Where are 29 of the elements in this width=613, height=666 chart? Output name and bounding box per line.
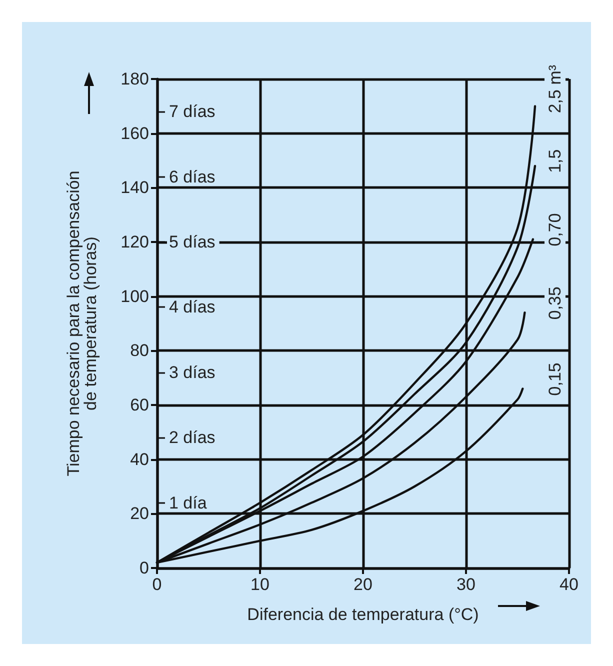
y2-tick-label: 5 días: [169, 232, 216, 252]
text: 0,15: [546, 362, 564, 396]
y2-tick-label: 7 días: [169, 102, 216, 122]
y-tick-label: 80: [130, 341, 149, 360]
text: 2,5 m³: [546, 64, 564, 114]
x-axis-title: Diferencia de temperatura (°C): [247, 605, 479, 624]
y-tick-label: 20: [130, 504, 149, 524]
y2-tick-label: 6 días: [169, 167, 216, 186]
y-tick-label: 40: [130, 450, 149, 469]
x-tick-label: 10: [250, 575, 270, 594]
y-tick-label: 100: [120, 286, 149, 306]
y-tick-label: 160: [120, 124, 149, 143]
y2-tick-label: 4 días: [169, 298, 216, 317]
y-tick-label: 120: [120, 232, 149, 252]
text: 0,70: [546, 213, 564, 246]
y-tick-label: 180: [120, 70, 149, 88]
y-tick-label: 60: [130, 396, 149, 414]
text: 0,35: [546, 286, 564, 320]
y-tick-label: 140: [120, 178, 149, 198]
y-tick-label: 0: [140, 558, 149, 578]
x-tick-label: 20: [354, 575, 372, 594]
x-tick-label: 40: [560, 575, 578, 594]
x-tick-label: 0: [152, 575, 162, 594]
x-tick-label: 30: [456, 575, 476, 594]
y-axis-title: Tiempo necesario para la compensación de temperatura (horas): [64, 170, 100, 476]
y2-tick-label: 1 día: [169, 493, 208, 512]
y2-tick-label: 2 días: [169, 428, 216, 448]
y2-tick-label: 3 días: [169, 362, 216, 382]
text: 1,5: [546, 149, 564, 173]
